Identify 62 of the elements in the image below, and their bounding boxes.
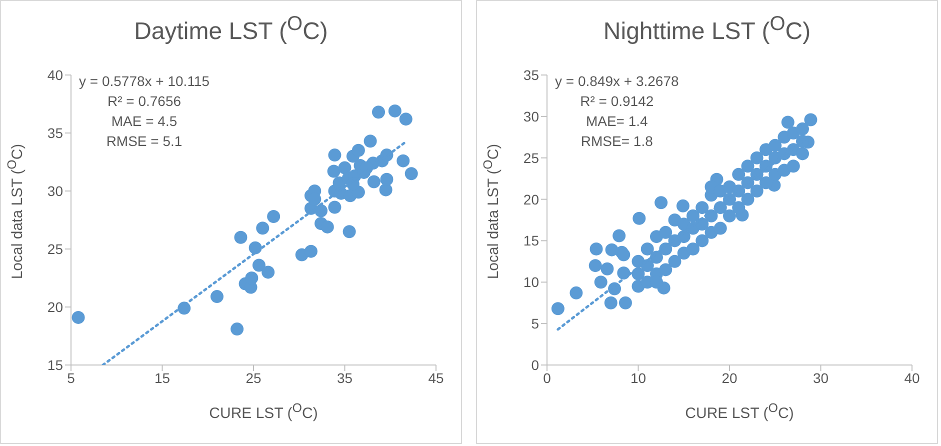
point bbox=[230, 322, 244, 336]
x-tick-label: 30 bbox=[812, 370, 829, 386]
point bbox=[72, 310, 85, 324]
point bbox=[338, 161, 352, 174]
x-tick-label: 45 bbox=[428, 370, 444, 386]
point bbox=[364, 134, 377, 148]
y-tick-label: 40 bbox=[47, 66, 64, 83]
point bbox=[380, 172, 394, 186]
point bbox=[320, 220, 334, 234]
x-axis-title: CURE LST ($^{O}$C) bbox=[684, 401, 795, 422]
x-tick-label: 35 bbox=[336, 370, 353, 386]
point bbox=[234, 230, 248, 244]
y-tick-label: 10 bbox=[523, 274, 540, 290]
annotation: RMSE = 5.1 bbox=[105, 132, 184, 151]
point bbox=[367, 175, 380, 188]
point bbox=[252, 258, 266, 272]
annotation: R² = 0.9142 bbox=[579, 92, 655, 111]
point bbox=[262, 266, 275, 279]
point bbox=[210, 290, 224, 304]
x-tick-label: 5 bbox=[67, 370, 76, 386]
y-tick-label: 35 bbox=[523, 66, 540, 83]
x-tick-label: 20 bbox=[722, 370, 738, 386]
point bbox=[304, 244, 318, 258]
x-tick-label: 40 bbox=[904, 370, 920, 386]
x-axis-title: CURE LST ($^{O}$C) bbox=[208, 401, 319, 422]
annotation: R² = 0.7656 bbox=[106, 92, 182, 111]
x-tick-label: 25 bbox=[246, 370, 262, 386]
point bbox=[404, 167, 418, 180]
y-tick-label: 20 bbox=[47, 298, 64, 315]
annotation: RMSE= 1.8 bbox=[580, 132, 654, 151]
y-tick-label: 0 bbox=[531, 356, 540, 373]
y-tick-label: 15 bbox=[523, 232, 540, 249]
point bbox=[327, 164, 340, 178]
point bbox=[352, 144, 365, 157]
chart-title: Nighttime LST ($^{O}$C) bbox=[602, 13, 812, 47]
y-tick-label: 35 bbox=[47, 124, 64, 141]
annotation: y = 0.849x + 3.2678 bbox=[555, 72, 679, 91]
y-tick-label: 25 bbox=[523, 150, 540, 166]
y-tick-label: 30 bbox=[47, 182, 64, 199]
annotation: MAE = 4.5 bbox=[110, 112, 178, 131]
point bbox=[396, 154, 410, 168]
point bbox=[328, 200, 342, 214]
x-tick-label: 0 bbox=[543, 370, 552, 386]
annotation: MAE= 1.4 bbox=[584, 112, 649, 131]
point bbox=[342, 225, 356, 238]
y-tick-label: 30 bbox=[523, 108, 540, 124]
point bbox=[399, 112, 412, 126]
x-tick-label: 10 bbox=[630, 370, 646, 386]
point bbox=[388, 104, 402, 118]
x-tick-label: 15 bbox=[154, 370, 170, 386]
y-tick-label: 15 bbox=[47, 356, 64, 373]
chart-title: Daytime LST ($^{O}$C) bbox=[133, 13, 329, 47]
point bbox=[372, 106, 386, 119]
y-tick-label: 20 bbox=[523, 191, 540, 208]
point bbox=[267, 210, 280, 224]
point bbox=[256, 222, 270, 235]
point bbox=[245, 272, 258, 284]
point bbox=[379, 183, 392, 196]
y-tick-label: 25 bbox=[47, 240, 64, 257]
point bbox=[328, 148, 342, 162]
y-tick-label: 5 bbox=[531, 316, 540, 332]
annotation: y = 0.5778x + 10.115 bbox=[79, 72, 210, 91]
